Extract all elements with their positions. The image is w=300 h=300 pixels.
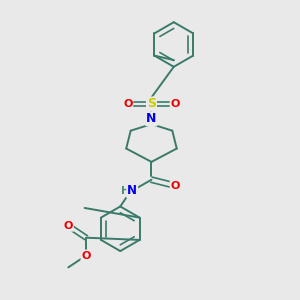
Text: N: N: [127, 184, 137, 197]
Text: O: O: [171, 181, 180, 191]
Text: O: O: [64, 221, 73, 231]
Text: S: S: [147, 98, 156, 110]
Text: O: O: [171, 99, 180, 109]
Text: O: O: [123, 99, 132, 109]
Text: H: H: [121, 186, 130, 196]
Text: N: N: [146, 112, 157, 125]
Text: O: O: [81, 250, 91, 260]
